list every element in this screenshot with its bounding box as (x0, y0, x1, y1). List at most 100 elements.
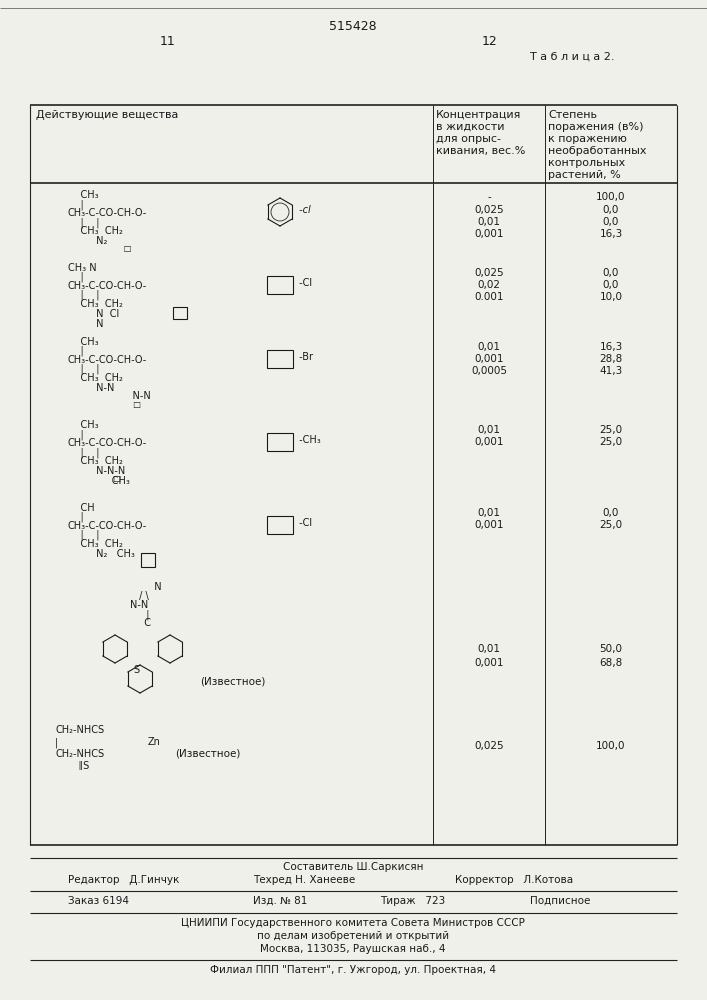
Text: -Cl: -Cl (296, 278, 312, 288)
Text: □: □ (100, 244, 132, 253)
Text: 515428: 515428 (329, 20, 377, 33)
Text: 0,01: 0,01 (477, 425, 501, 435)
Text: |    |: | | (68, 530, 100, 540)
Text: 0,001: 0,001 (474, 520, 504, 530)
Text: / \: / \ (136, 591, 148, 601)
Text: Филиал ППП "Патент", г. Ужгород, ул. Проектная, 4: Филиал ППП "Патент", г. Ужгород, ул. Про… (210, 965, 496, 975)
Text: -CH₃: -CH₃ (296, 435, 321, 445)
Text: контрольных: контрольных (548, 158, 625, 168)
Text: Степень: Степень (548, 110, 597, 120)
Text: |: | (68, 512, 83, 522)
Text: -Br: -Br (296, 352, 313, 362)
Text: |: | (68, 272, 83, 282)
Text: 50,0: 50,0 (600, 644, 622, 654)
Bar (141, 553, 155, 567)
Text: |: | (68, 429, 83, 440)
Text: CH₃  CH₂: CH₃ CH₂ (68, 226, 123, 236)
Text: 0,0: 0,0 (603, 205, 619, 215)
Text: Концентрация: Концентрация (436, 110, 521, 120)
Text: CH₃: CH₃ (68, 190, 98, 200)
Text: для опрыс-: для опрыс- (436, 134, 501, 144)
Text: 0,025: 0,025 (474, 205, 504, 215)
Text: CH₃  CH₂: CH₃ CH₂ (68, 456, 123, 466)
Text: 0.001: 0.001 (474, 292, 504, 302)
Bar (173, 307, 187, 319)
Text: Москва, 113035, Раушская наб., 4: Москва, 113035, Раушская наб., 4 (260, 944, 445, 954)
Bar (267, 433, 293, 451)
Text: S: S (133, 665, 139, 675)
Text: N₂   CH₃: N₂ CH₃ (68, 549, 135, 559)
Text: CH₃ N: CH₃ N (68, 263, 97, 273)
Text: CH₃-C-CO-CH-O-: CH₃-C-CO-CH-O- (68, 521, 147, 531)
Text: Техред Н. Ханееве: Техред Н. Ханееве (253, 875, 355, 885)
Text: N-N: N-N (68, 383, 115, 393)
Text: |    |: | | (68, 364, 100, 374)
Bar (267, 276, 293, 294)
Text: Действующие вещества: Действующие вещества (36, 110, 178, 120)
Text: (Известное): (Известное) (200, 677, 265, 687)
Text: 68,8: 68,8 (600, 658, 623, 668)
Text: 0,0: 0,0 (603, 268, 619, 278)
Text: ЦНИИПИ Государственного комитета Совета Министров СССР: ЦНИИПИ Государственного комитета Совета … (181, 918, 525, 928)
Text: CH₃-C-CO-CH-O-: CH₃-C-CO-CH-O- (68, 355, 147, 365)
Text: Zn: Zn (148, 737, 161, 747)
Text: N-N: N-N (120, 391, 151, 401)
Text: S: S (55, 761, 89, 771)
Text: □: □ (100, 474, 121, 483)
Text: N: N (68, 319, 103, 329)
Text: к поражению: к поражению (548, 134, 627, 144)
Text: 41,3: 41,3 (600, 366, 623, 376)
Text: |: | (55, 737, 58, 748)
Text: 28,8: 28,8 (600, 354, 623, 364)
Text: CH₃-C-CO-CH-O-: CH₃-C-CO-CH-O- (68, 281, 147, 291)
Text: 0,01: 0,01 (477, 342, 501, 352)
Text: 16,3: 16,3 (600, 229, 623, 239)
Text: -: - (487, 192, 491, 202)
Text: 0,0: 0,0 (603, 508, 619, 518)
Text: 100,0: 100,0 (596, 192, 626, 202)
Text: растений, %: растений, % (548, 170, 621, 180)
Text: Изд. № 81: Изд. № 81 (253, 896, 308, 906)
Text: 0,001: 0,001 (474, 437, 504, 447)
Text: N  Cl: N Cl (68, 309, 119, 319)
Text: 0,0: 0,0 (603, 280, 619, 290)
Bar (267, 350, 293, 368)
Text: Заказ 6194: Заказ 6194 (68, 896, 129, 906)
Text: 0,001: 0,001 (474, 229, 504, 239)
Text: 16,3: 16,3 (600, 342, 623, 352)
Text: C: C (138, 618, 151, 628)
Text: 0,01: 0,01 (477, 217, 501, 227)
Text: 12: 12 (482, 35, 498, 48)
Text: Редактор   Д.Гинчук: Редактор Д.Гинчук (68, 875, 180, 885)
Text: Составитель Ш.Саркисян: Составитель Ш.Саркисян (283, 862, 423, 872)
Text: 0,0005: 0,0005 (471, 366, 507, 376)
Text: (Известное): (Известное) (175, 749, 240, 759)
Text: |    |: | | (68, 217, 100, 228)
Text: N₂: N₂ (68, 236, 107, 246)
Text: N-N: N-N (130, 600, 148, 610)
Text: 11: 11 (160, 35, 176, 48)
Text: -cl: -cl (296, 205, 311, 215)
Text: CH₂-NHCS: CH₂-NHCS (55, 725, 104, 735)
Text: CH₃: CH₃ (68, 420, 98, 430)
Text: 0,0: 0,0 (603, 217, 619, 227)
Text: |: | (140, 609, 149, 619)
Text: -Cl: -Cl (296, 518, 312, 528)
Text: 0,02: 0,02 (477, 280, 501, 290)
Text: Т а б л и ц а 2.: Т а б л и ц а 2. (530, 52, 614, 62)
Text: CH₂-NHCS: CH₂-NHCS (55, 749, 104, 759)
Text: |    |: | | (68, 290, 100, 300)
Text: CH₃: CH₃ (68, 476, 130, 486)
Text: 100,0: 100,0 (596, 741, 626, 751)
Text: кивания, вес.%: кивания, вес.% (436, 146, 525, 156)
Text: CH₃  CH₂: CH₃ CH₂ (68, 539, 123, 549)
Text: Корректор   Л.Котова: Корректор Л.Котова (455, 875, 573, 885)
Text: CH₃  CH₂: CH₃ CH₂ (68, 373, 123, 383)
Text: в жидкости: в жидкости (436, 122, 505, 132)
Text: 0,01: 0,01 (477, 508, 501, 518)
Bar (267, 516, 293, 534)
Text: CH: CH (68, 503, 95, 513)
Text: 25,0: 25,0 (600, 437, 623, 447)
Text: 25,0: 25,0 (600, 425, 623, 435)
Text: CH₃-C-CO-CH-O-: CH₃-C-CO-CH-O- (68, 438, 147, 448)
